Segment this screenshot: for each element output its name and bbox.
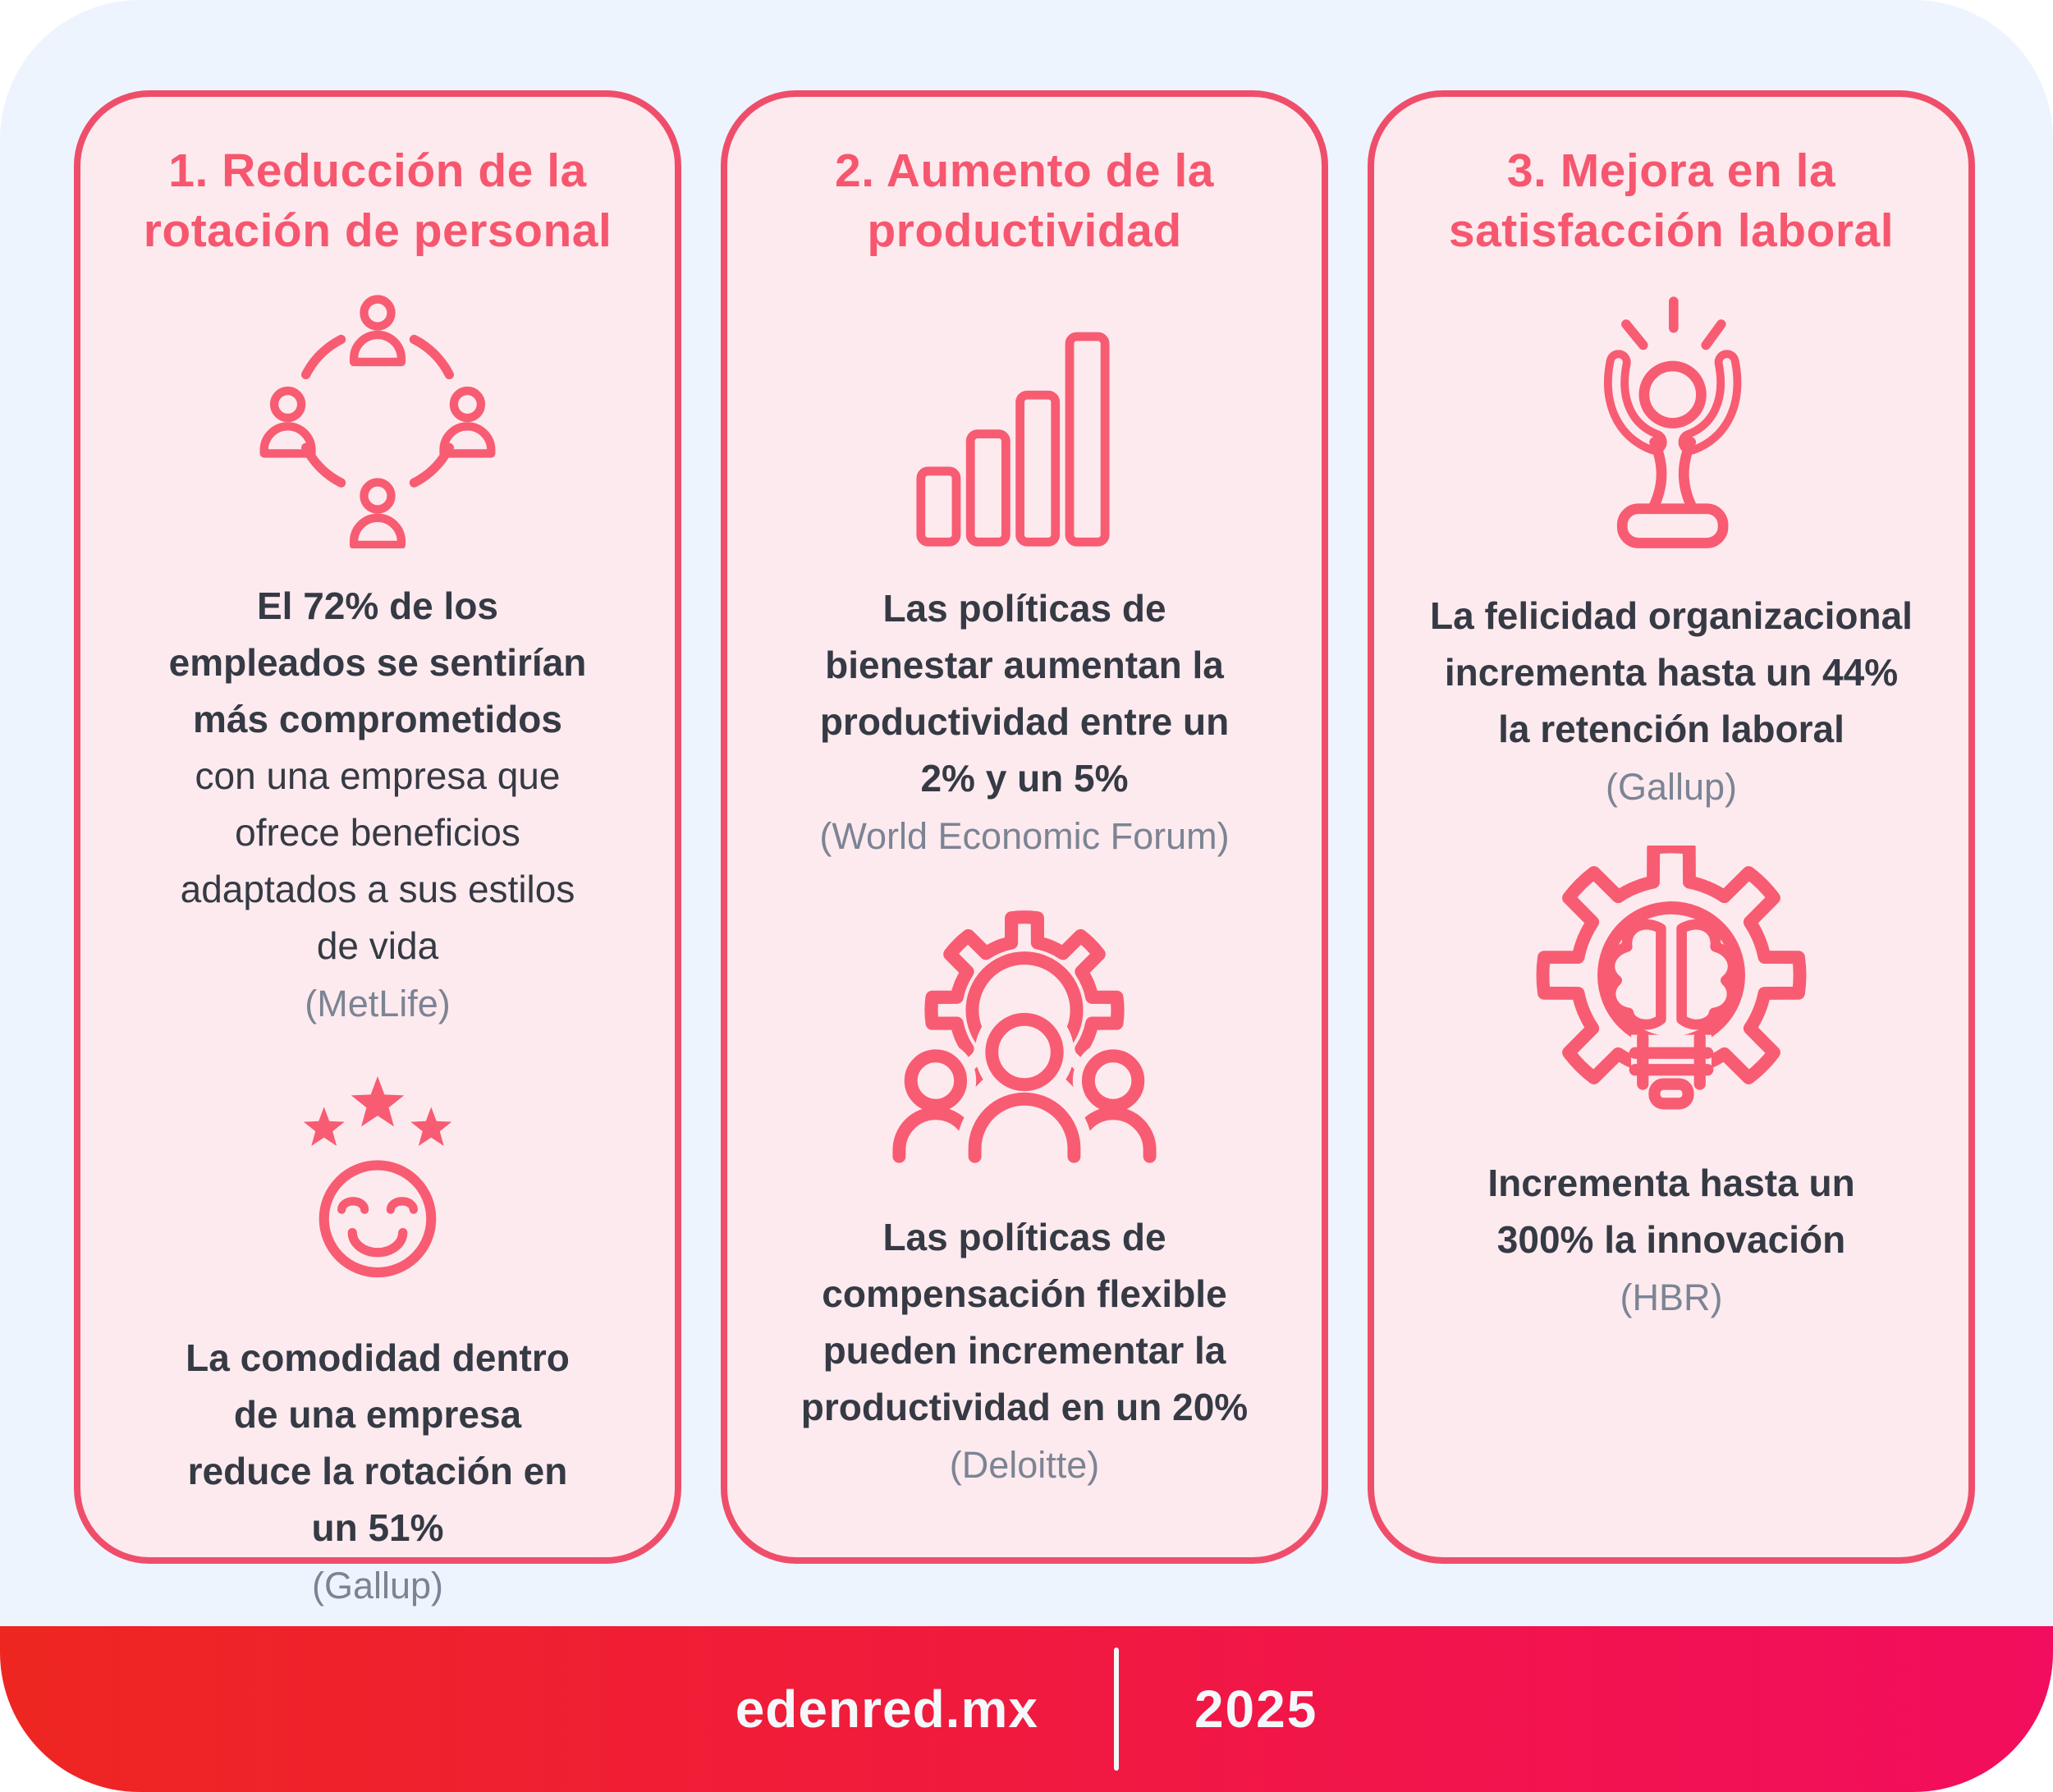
source-label: (HBR) (1620, 1276, 1723, 1318)
source-label: (Gallup) (311, 1564, 444, 1606)
source-label: (Deloitte) (949, 1443, 1100, 1486)
smiley-stars-icon (263, 1069, 493, 1295)
card-title: 2. Aumento de la productividad (835, 144, 1214, 257)
stat-text: Las políticas de bienestar aumentan la p… (795, 580, 1254, 807)
stat-text: La comodidad dentro de una empresa reduc… (176, 1330, 579, 1556)
footer-divider (1113, 1648, 1119, 1771)
stat-text-rest: con una empresa que ofrece beneficios ad… (180, 754, 575, 967)
source-label: (Gallup) (1605, 765, 1738, 808)
stat-text-bold: La comodidad dentro de una empresa reduc… (186, 1336, 570, 1549)
stat-text: Incrementa hasta un 300% la innovación (1466, 1155, 1877, 1268)
source-label: (MetLife) (305, 982, 451, 1024)
stat-text: El 72% de los empleados se sentirían más… (164, 578, 591, 974)
card-title: 1. Reducción de la rotación de personal (143, 144, 612, 257)
innovation-gear-bulb-icon (1524, 846, 1819, 1121)
card-satisfaccion-laboral: 3. Mejora en la satisfacción laboral (1368, 90, 1975, 1564)
stat-text-bold: El 72% de los empleados se sentirían más… (168, 584, 587, 740)
cheering-person-icon (1567, 282, 1776, 558)
card-title: 3. Mejora en la satisfacción laboral (1448, 144, 1895, 257)
team-rotation-icon (250, 284, 505, 548)
stat-text-bold: Las políticas de bienestar aumentan la p… (819, 586, 1230, 800)
footer-band: edenred.mx 2025 (0, 1626, 2053, 1792)
stat-text-bold: Las políticas de compensación flexible p… (800, 1215, 1249, 1428)
footer-year-label: 2025 (1194, 1680, 1318, 1739)
stat-text: Las políticas de compensación flexible p… (795, 1209, 1254, 1436)
team-gear-icon (881, 898, 1168, 1175)
bar-chart-icon (914, 314, 1135, 551)
card-reduccion-rotacion: 1. Reducción de la rotación de personal (74, 90, 681, 1606)
card-aumento-productividad: 2. Aumento de la productividad Las polít… (721, 90, 1328, 1564)
stat-text: La felicidad organizacional incrementa h… (1425, 588, 1918, 758)
source-label: (World Economic Forum) (819, 814, 1230, 857)
cards-row: 1. Reducción de la rotación de personal (74, 90, 1975, 1606)
stat-text-bold: Incrementa hasta un 300% la innovación (1487, 1161, 1855, 1261)
footer-site-label: edenred.mx (735, 1680, 1038, 1739)
stat-text-bold: La felicidad organizacional incrementa h… (1430, 594, 1913, 750)
